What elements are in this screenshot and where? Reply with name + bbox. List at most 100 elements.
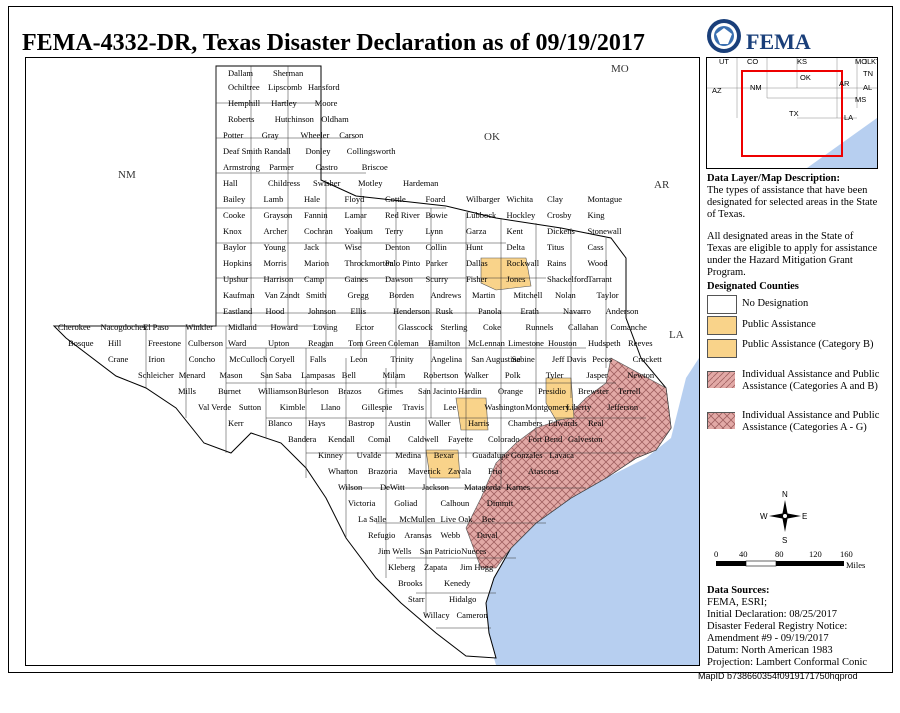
inset-state-label: MS <box>855 95 866 104</box>
county-label: Polk <box>505 370 521 380</box>
county-label: Irion <box>148 354 165 364</box>
county-label: Burleson <box>298 386 329 396</box>
county-label: Duval <box>477 530 498 540</box>
county-label: Deaf Smith <box>223 146 263 156</box>
county-label: Nueces <box>461 546 486 556</box>
county-label: Jones <box>507 274 526 284</box>
county-label: Bandera <box>288 434 317 444</box>
county-label: King <box>588 210 606 220</box>
county-labels: Dallam Sherman Ochiltree Lipscomb Hansford He… <box>58 68 663 620</box>
county-label: Fayette <box>448 434 473 444</box>
county-label: Potter <box>223 130 243 140</box>
county-label: Concho <box>189 354 215 364</box>
fema-logo-text: FEMA <box>746 29 811 54</box>
inset-labels: UT CO KS MOILKY TN AZ NM OK AR AL MS TX LA <box>712 58 877 122</box>
county-label: Grayson <box>264 210 294 220</box>
label-la: LA <box>669 329 684 341</box>
county-label: McMullen <box>399 514 436 524</box>
county-label: Hood <box>266 306 286 316</box>
county-label: Sutton <box>239 402 262 412</box>
county-label: Randall <box>264 146 291 156</box>
county-label: Johnson <box>308 306 337 316</box>
compass-n: N <box>782 490 788 499</box>
county-label: Waller <box>428 418 451 428</box>
county-label: Lamb <box>264 194 284 204</box>
county-label: Brewster <box>578 386 609 396</box>
legend-label: Public Assistance (Category B) <box>742 339 874 350</box>
county-label: Bexar <box>434 450 454 460</box>
legend-label: No Designation <box>742 298 809 309</box>
county-label: Cochran <box>304 226 334 236</box>
county-label: Hamilton <box>428 338 461 348</box>
county-label: Harrison <box>264 274 294 284</box>
county-label: Terry <box>385 226 404 236</box>
label-ar: AR <box>654 179 670 191</box>
inset-state-label: AZ <box>712 86 722 95</box>
county-label: Jeff Davis <box>552 354 587 364</box>
county-label: Midland <box>228 322 258 332</box>
county-label: Motley <box>358 178 383 188</box>
county-label: Gaines <box>345 274 369 284</box>
county-label: Dickens <box>547 226 575 236</box>
inset-state-lines <box>707 58 877 119</box>
county-label: Coke <box>483 322 501 332</box>
legend-swatch-ia-ag <box>707 412 735 429</box>
county-label: Upshur <box>223 274 248 284</box>
county-label: Sabine <box>512 354 535 364</box>
county-label: Limestone <box>508 338 544 348</box>
compass-s: S <box>782 536 787 544</box>
county-label: Garza <box>466 226 487 236</box>
county-label: Blanco <box>268 418 292 428</box>
sources-line: Datum: North American 1983 <box>707 645 833 656</box>
county-label: Clay <box>547 194 564 204</box>
compass-e: E <box>802 512 807 521</box>
label-mo: MO <box>611 63 629 75</box>
county-label: Wilson <box>338 482 363 492</box>
county-label: Reeves <box>628 338 653 348</box>
county-label: Callahan <box>568 322 599 332</box>
county-label: Lavaca <box>549 450 574 460</box>
county-label: Runnels <box>526 322 554 332</box>
county-label: Milam <box>383 370 406 380</box>
county-label: Walker <box>464 370 488 380</box>
county-label: Marion <box>304 258 330 268</box>
county-label: Gillespie <box>362 402 393 412</box>
county-label: Bee <box>482 514 495 524</box>
county-label: Wise <box>345 242 362 252</box>
county-label: Hartley <box>271 98 297 108</box>
county-label: Gregg <box>348 290 370 300</box>
inset-state-label: OK <box>800 73 811 82</box>
county-label: Palo Pinto <box>385 258 420 268</box>
county-label: Crockett <box>633 354 663 364</box>
scale-tick-120: 120 <box>809 549 822 559</box>
county-label: Eastland <box>223 306 253 316</box>
county-label: Robertson <box>423 370 459 380</box>
county-label: Pecos <box>592 354 612 364</box>
legend-label: Public Assistance <box>742 319 816 330</box>
county-label: El Paso <box>143 322 169 332</box>
county-label: Nacogdoches <box>101 322 147 332</box>
inset-state-label: KY <box>871 58 877 66</box>
county-label: Jefferson <box>607 402 639 412</box>
inset-state-label: MO <box>855 58 867 66</box>
county-label: Young <box>264 242 287 252</box>
inset-state-label: TX <box>789 109 799 118</box>
county-label: Gonzales <box>511 450 543 460</box>
county-label: Lamar <box>345 210 367 220</box>
county-label: Bowie <box>426 210 448 220</box>
county-label: Hays <box>308 418 325 428</box>
scale-tick-80: 80 <box>775 549 784 559</box>
county-label: Brooks <box>398 578 423 588</box>
description-text-2: All designated areas in the State of Tex… <box>707 231 878 278</box>
county-label: Kleberg <box>388 562 416 572</box>
county-label: Glasscock <box>398 322 434 332</box>
county-label: Colorado <box>488 434 520 444</box>
county-label: Kimble <box>280 402 306 412</box>
county-label: Coleman <box>388 338 419 348</box>
county-label: Lynn <box>426 226 444 236</box>
inset-canvas: UT CO KS MOILKY TN AZ NM OK AR AL MS TX LA <box>707 58 877 168</box>
county-label: Trinity <box>391 354 415 364</box>
texas-map: NM OK AR LA MO Dallam Sherman Ochiltree Lip… <box>25 57 700 666</box>
county-label: Newton <box>627 370 655 380</box>
county-label: Scurry <box>426 274 449 284</box>
